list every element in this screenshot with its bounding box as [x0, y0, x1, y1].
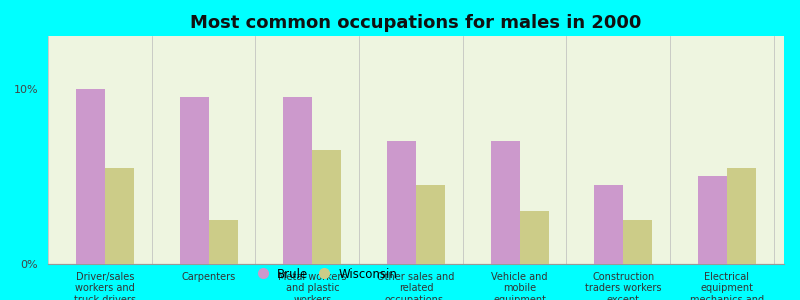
Bar — [727, 167, 756, 264]
Bar — [387, 141, 416, 264]
Bar — [416, 185, 445, 264]
Bar — [312, 150, 342, 264]
Bar — [283, 98, 312, 264]
Legend: Brule, Wisconsin: Brule, Wisconsin — [253, 263, 402, 286]
Bar — [209, 220, 238, 264]
Bar — [490, 141, 520, 264]
Bar — [180, 98, 209, 264]
Bar — [520, 212, 549, 264]
Bar — [623, 220, 652, 264]
Bar — [76, 88, 105, 264]
Bar — [105, 167, 134, 264]
Title: Most common occupations for males in 2000: Most common occupations for males in 200… — [190, 14, 642, 32]
Bar — [698, 176, 727, 264]
Bar — [594, 185, 623, 264]
